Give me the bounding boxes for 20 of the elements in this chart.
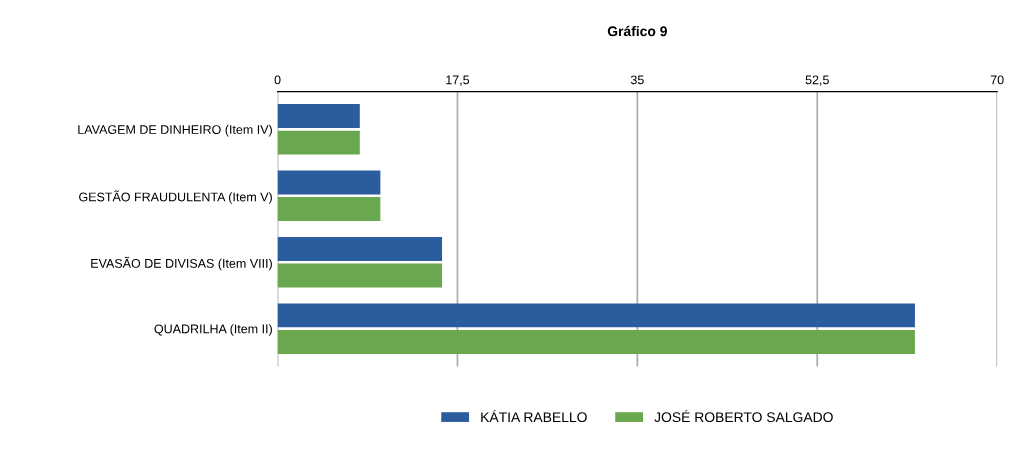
y-tick-label: EVASÃO DE DIVISAS (Item VIII)	[91, 256, 272, 271]
bar	[277, 303, 915, 328]
y-tick-label: LAVAGEM DE DINHEIRO (Item IV)	[78, 124, 272, 137]
legend-label: KÁTIA RABELLO	[481, 409, 587, 423]
x-tick-label: 0	[274, 75, 281, 85]
x-tick-label: 52,5	[805, 75, 829, 86]
y-tick-label: GESTÃO FRAUDULENTA (Item V)	[79, 190, 272, 204]
bar	[277, 329, 915, 354]
bar	[277, 236, 443, 261]
bar	[277, 130, 360, 155]
bar	[277, 170, 381, 195]
y-tick-label: QUADRILHA (Item II)	[154, 324, 272, 336]
x-tick-label: 35	[630, 75, 644, 85]
chart-title: Gráfico 9	[607, 25, 667, 37]
bar	[277, 263, 443, 288]
bar	[277, 197, 381, 222]
x-tick-label: 70	[990, 75, 1004, 85]
x-tick-label: 17,5	[446, 75, 470, 86]
legend-label: JOSÉ ROBERTO SALGADO	[654, 409, 833, 423]
bar	[277, 104, 360, 129]
